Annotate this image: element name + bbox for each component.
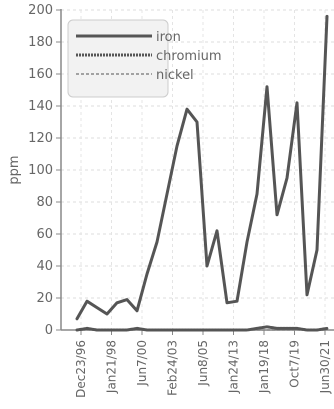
x-tick-label: Jan19/18 (257, 340, 271, 394)
y-axis-label: ppm (7, 155, 22, 184)
x-tick-label: Jun30/21 (318, 340, 332, 394)
series-line-iron (75, 14, 329, 321)
legend-label-iron: iron (156, 30, 181, 45)
y-tick-label: 100 (28, 163, 53, 178)
legend-box (67, 19, 169, 98)
x-tick-label: Jan21/98 (105, 340, 119, 394)
y-tick-label: 0 (45, 323, 53, 338)
series-lines (75, 14, 329, 332)
legend-label-chromium: chromium (156, 49, 222, 64)
x-tick-label: Jan24/13 (227, 340, 241, 394)
y-tick-label: 40 (36, 259, 53, 274)
grid-lines (56, 9, 334, 335)
x-tick-labels: Dec23/96 Jan21/98 Jun7/00 Feb24/03 Jun8/05 Ja… (74, 340, 332, 398)
x-tick-label: Dec23/96 (74, 340, 88, 398)
y-tick-labels: 0 20 40 60 80 100 120 140 160 180 200 (28, 3, 53, 338)
y-tick-label: 140 (28, 99, 53, 114)
x-tick-label: Oct7/19 (288, 340, 302, 388)
y-tick-label: 200 (28, 3, 53, 18)
x-tick-label: Feb24/03 (166, 340, 180, 396)
legend: iron chromium nickel (67, 19, 222, 98)
y-tick-label: 80 (36, 195, 53, 210)
y-tick-label: 180 (28, 35, 53, 50)
y-tick-label: 120 (28, 131, 53, 146)
y-tick-label: 60 (36, 227, 53, 242)
y-tick-label: 160 (28, 67, 53, 82)
x-tick-label: Jun8/05 (196, 340, 210, 387)
series-line-chromium (75, 325, 329, 332)
x-tick-label: Jun7/00 (135, 340, 149, 387)
y-tick-label: 20 (36, 291, 53, 306)
legend-label-nickel: nickel (156, 68, 194, 83)
